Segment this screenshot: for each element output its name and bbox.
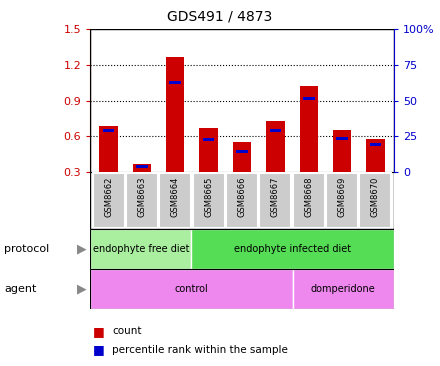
Text: agent: agent	[4, 284, 37, 294]
Bar	[293, 173, 325, 228]
Text: ■: ■	[92, 325, 104, 338]
Bar	[92, 173, 125, 228]
Bar	[266, 121, 285, 172]
Bar	[169, 81, 181, 84]
Bar	[270, 129, 281, 132]
Text: GDS491 / 4873: GDS491 / 4873	[167, 9, 273, 23]
Bar	[293, 269, 394, 309]
Bar	[193, 173, 225, 228]
Bar	[99, 126, 118, 172]
Bar	[336, 137, 348, 140]
Bar	[133, 164, 151, 172]
Bar	[326, 173, 358, 228]
Bar	[203, 138, 214, 141]
Bar	[259, 173, 291, 228]
Bar	[126, 173, 158, 228]
Text: percentile rank within the sample: percentile rank within the sample	[112, 344, 288, 355]
Bar	[303, 97, 315, 100]
Text: GSM8663: GSM8663	[137, 176, 147, 217]
Text: control: control	[175, 284, 208, 294]
Text: GSM8668: GSM8668	[304, 176, 313, 217]
Bar	[199, 128, 218, 172]
Bar	[159, 173, 191, 228]
Bar	[166, 57, 184, 172]
Text: endophyte infected diet: endophyte infected diet	[234, 244, 351, 254]
Text: GSM8667: GSM8667	[271, 176, 280, 217]
Text: GSM8670: GSM8670	[371, 176, 380, 217]
Text: domperidone: domperidone	[311, 284, 376, 294]
Bar	[300, 86, 318, 172]
Bar	[226, 173, 258, 228]
Bar	[333, 130, 351, 172]
Text: ▶: ▶	[77, 283, 86, 296]
Text: ■: ■	[92, 343, 104, 356]
Text: GSM8666: GSM8666	[238, 176, 246, 217]
Bar	[90, 229, 191, 269]
Text: protocol: protocol	[4, 244, 50, 254]
Bar	[103, 129, 114, 132]
Bar	[370, 143, 381, 146]
Text: GSM8665: GSM8665	[204, 176, 213, 217]
Text: GSM8664: GSM8664	[171, 176, 180, 217]
Bar	[191, 229, 394, 269]
Text: ▶: ▶	[77, 242, 86, 255]
Bar	[366, 139, 385, 172]
Bar	[236, 150, 248, 153]
Text: endophyte free diet: endophyte free diet	[92, 244, 189, 254]
Bar	[359, 173, 392, 228]
Bar	[90, 269, 293, 309]
Bar	[136, 165, 148, 168]
Text: count: count	[112, 326, 142, 336]
Text: GSM8669: GSM8669	[337, 176, 347, 217]
Text: GSM8662: GSM8662	[104, 176, 113, 217]
Bar	[233, 142, 251, 172]
